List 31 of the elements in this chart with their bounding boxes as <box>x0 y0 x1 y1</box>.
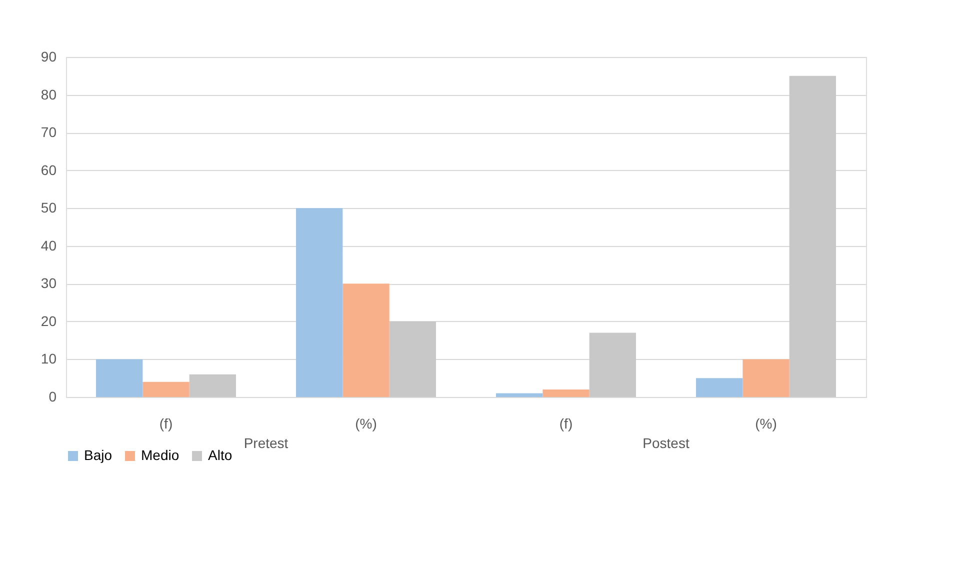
bar <box>496 393 543 397</box>
bar <box>189 374 236 397</box>
x-tick-label: (%) <box>755 416 777 432</box>
y-tick-label: 20 <box>40 312 57 329</box>
bar <box>542 389 590 397</box>
bar <box>589 332 636 397</box>
y-tick-label: 0 <box>48 388 57 404</box>
y-tick-label: 30 <box>40 275 57 292</box>
y-tick-label: 60 <box>40 162 57 178</box>
legend-label: Medio <box>141 447 180 463</box>
bar <box>696 378 743 397</box>
y-tick-label: 40 <box>40 237 57 254</box>
y-tick-label: 10 <box>40 350 57 367</box>
bar <box>342 284 390 397</box>
text: Postest <box>642 435 690 451</box>
y-tick-label: 70 <box>40 124 57 140</box>
x-tick-label: (%) <box>355 416 377 432</box>
bar <box>789 76 836 397</box>
text: Pretest <box>244 435 288 451</box>
bar <box>296 208 343 397</box>
legend-label: Alto <box>208 447 232 463</box>
legend-label: Bajo <box>84 447 112 463</box>
x-tick-label: (f) <box>159 416 173 432</box>
y-tick-label: 50 <box>40 200 57 216</box>
bar <box>742 359 790 397</box>
bar <box>389 321 436 397</box>
x-tick-label: (f) <box>559 416 573 432</box>
y-tick-label: 90 <box>40 48 57 64</box>
bar <box>96 359 143 397</box>
bar <box>142 382 190 397</box>
y-tick-label: 80 <box>40 86 57 102</box>
